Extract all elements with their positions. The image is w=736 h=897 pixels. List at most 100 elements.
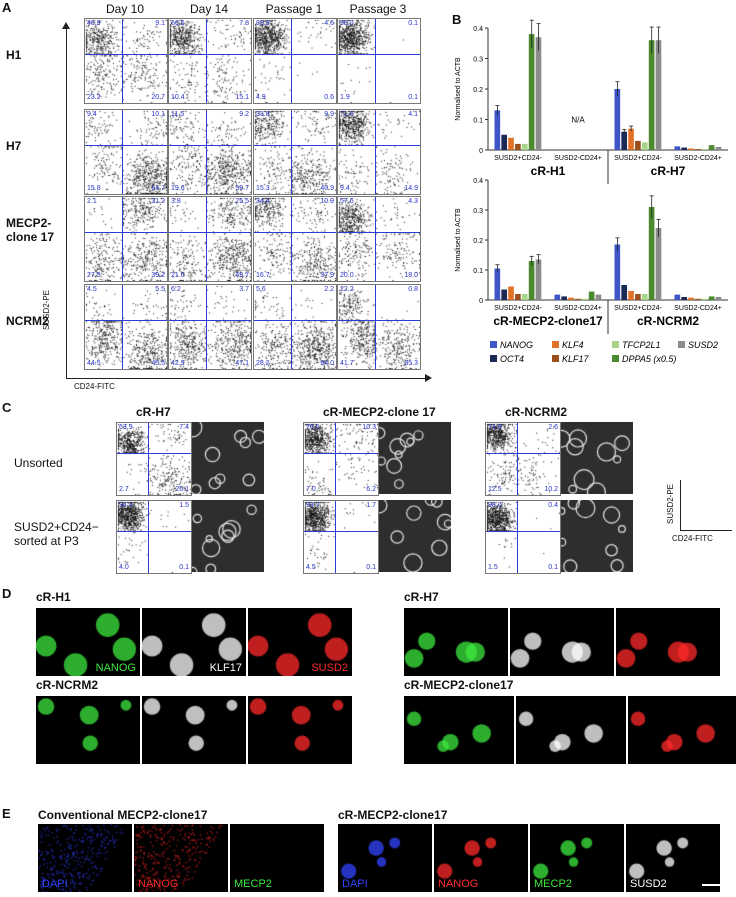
column-header: Day 14 <box>189 2 229 16</box>
quadrant-upper-left-percent: 66.6 <box>171 20 185 27</box>
quadrant-lower-left-percent: 44.5 <box>87 360 101 367</box>
panel-label-e: E <box>2 806 11 821</box>
flow-plot: 4.5 5.5 44.5 45.5 <box>84 284 168 370</box>
cell-signal <box>38 824 132 892</box>
quadrant-lower-right-percent: 10.2 <box>544 486 558 493</box>
flow-dots <box>85 110 167 194</box>
bar-klf17 <box>695 149 701 150</box>
row-label: MECP2- clone 17 <box>6 216 55 244</box>
flow-plot: 98.0 0.4 1.5 0.1 <box>485 500 561 574</box>
y-axis-arrow <box>66 28 67 378</box>
quadrant-upper-left-percent: 98.0 <box>340 20 354 27</box>
subgroup-label: SUSD2+CD24- <box>494 305 542 312</box>
quadrant-upper-right-percent: 9.1 <box>155 20 165 27</box>
gate-vertical-line <box>374 285 376 369</box>
gate-horizontal-line <box>254 320 336 322</box>
flow-plot: 11.5 9.2 19.6 59.7 <box>168 109 252 195</box>
quadrant-lower-left-percent: 15.3 <box>256 185 270 192</box>
channel-label: NANOG <box>138 878 179 890</box>
micrograph-susd2: SUSD2 <box>248 608 352 676</box>
gate-horizontal-line <box>338 232 420 234</box>
gate-horizontal-line <box>117 453 191 455</box>
bar-dppa5 <box>648 40 655 151</box>
cell-line-label: cR-H7 <box>651 164 686 178</box>
bar-oct4 <box>501 134 508 150</box>
flow-plot: 94.4 1.5 4.0 0.1 <box>116 500 192 574</box>
quadrant-lower-left-percent: 2.7 <box>119 486 129 493</box>
legend-swatch <box>490 355 497 362</box>
gate-vertical-line <box>205 285 207 369</box>
column-header: Passage 3 <box>349 2 407 16</box>
quadrant-upper-left-percent: 89.9 <box>256 20 270 27</box>
quadrant-upper-right-percent: 0.1 <box>408 20 418 27</box>
bar-klf17 <box>575 298 581 300</box>
y-tick-label: 0.2 <box>473 87 483 94</box>
gate-horizontal-line <box>85 145 167 147</box>
micrograph-nanog: NANOG <box>36 608 140 676</box>
gate-vertical-line <box>374 197 376 281</box>
legend-swatch <box>678 341 685 348</box>
quadrant-upper-left-percent: 34.4 <box>256 198 270 205</box>
quadrant-upper-left-percent: 4.5 <box>87 286 97 293</box>
quadrant-upper-left-percent: 11.5 <box>171 111 185 118</box>
bar-klf17 <box>515 143 521 150</box>
gate-vertical-line <box>121 285 123 369</box>
quadrant-upper-right-percent: 1.7 <box>366 502 376 509</box>
gate-horizontal-line <box>85 232 167 234</box>
bar-nanog <box>494 268 501 300</box>
cell-signal <box>230 824 324 892</box>
bar-dppa5 <box>708 296 715 300</box>
flow-plot: 3.8 25.5 21.0 49.7 <box>168 196 252 282</box>
quadrant-lower-right-percent: 35.3 <box>404 360 418 367</box>
legend-label: KLF17 <box>562 354 590 364</box>
brightfield-image <box>192 422 264 494</box>
bar-oct4 <box>681 147 688 150</box>
y-tick-label: 0.1 <box>473 118 483 125</box>
gate-horizontal-line <box>254 145 336 147</box>
gate-vertical-line <box>290 197 292 281</box>
bar-klf17 <box>515 294 521 300</box>
quadrant-upper-right-percent: 4.1 <box>408 111 418 118</box>
bar-oct4 <box>621 131 628 150</box>
micrograph-nanog <box>404 696 514 764</box>
micrograph-susd2 <box>628 696 736 764</box>
subgroup-label: SUSD2+CD24- <box>494 155 542 162</box>
legend-swatch <box>552 355 559 362</box>
flow-plot: 76.5 10.3 7.0 6.2 <box>303 422 379 496</box>
quadrant-lower-left-percent: 19.6 <box>171 185 185 192</box>
quadrant-upper-right-percent: 0.8 <box>408 286 418 293</box>
flow-plot: 57.6 4.3 20.0 18.0 <box>337 196 421 282</box>
bar-nanog <box>674 146 681 150</box>
panel-label-b: B <box>452 12 462 27</box>
subgroup-label: SUSD2+CD24- <box>614 155 662 162</box>
quadrant-lower-left-percent: 1.5 <box>488 564 498 571</box>
flow-plot: 74.8 2.6 12.5 10.2 <box>485 422 561 496</box>
flow-dots <box>486 423 560 495</box>
quadrant-lower-left-percent: 42.9 <box>171 360 185 367</box>
gate-vertical-line <box>205 19 207 103</box>
gate-horizontal-line <box>486 453 560 455</box>
flow-dots <box>85 197 167 281</box>
bar-tfcp2l1 <box>521 143 528 150</box>
gate-vertical-line <box>121 19 123 103</box>
cell-signal <box>616 608 720 676</box>
quadrant-upper-left-percent: 22.2 <box>340 286 354 293</box>
scale-bar <box>702 884 724 886</box>
bar-nanog <box>614 244 621 300</box>
gate-vertical-line <box>121 197 123 281</box>
flow-plot: 71.6 4.1 9.4 14.9 <box>337 109 421 195</box>
flow-dots <box>169 110 251 194</box>
cell-line-label: cR-NCRM2 <box>637 314 699 328</box>
gate-horizontal-line <box>338 54 420 56</box>
gate-vertical-line <box>148 501 150 573</box>
quadrant-lower-right-percent: 15.1 <box>235 94 249 101</box>
bar-susd2 <box>595 294 602 300</box>
bar-klf17 <box>635 140 641 150</box>
bar-susd2 <box>535 259 542 300</box>
quadrant-lower-right-percent: 6.2 <box>366 486 376 493</box>
bar-klf4 <box>568 297 574 300</box>
bar-susd2 <box>535 37 542 150</box>
flow-dots <box>338 110 420 194</box>
bar-nanog <box>614 89 621 150</box>
x-axis-arrow <box>66 378 426 379</box>
